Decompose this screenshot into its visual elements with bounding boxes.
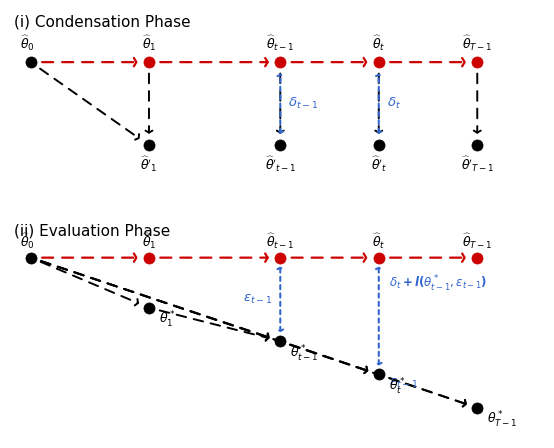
Text: $\widehat{\theta}_1$: $\widehat{\theta}_1$ xyxy=(142,34,156,53)
Text: $\widehat{\theta}_t$: $\widehat{\theta}_t$ xyxy=(372,34,386,53)
Text: $\theta^*_{t-1}$: $\theta^*_{t-1}$ xyxy=(290,344,319,363)
Text: $\widehat{\theta}_{t-1}$: $\widehat{\theta}_{t-1}$ xyxy=(266,34,295,53)
Text: $\boldsymbol{\epsilon_{t-1}}$: $\boldsymbol{\epsilon_{t-1}}$ xyxy=(388,377,418,390)
Text: $\widehat{\theta}_1$: $\widehat{\theta}_1$ xyxy=(142,232,156,251)
Text: $\theta^*_t$: $\theta^*_t$ xyxy=(388,377,405,397)
Text: $\widehat{\theta}'_1$: $\widehat{\theta}'_1$ xyxy=(140,155,158,174)
Text: $\boldsymbol{\delta_{t-1}}$: $\boldsymbol{\delta_{t-1}}$ xyxy=(288,96,319,111)
Text: $\boldsymbol{\delta_t}$: $\boldsymbol{\delta_t}$ xyxy=(387,96,401,111)
Text: $\widehat{\theta}'_{t-1}$: $\widehat{\theta}'_{t-1}$ xyxy=(264,155,296,174)
Text: (ii) Evaluation Phase: (ii) Evaluation Phase xyxy=(14,224,171,238)
Text: $\widehat{\theta}_0$: $\widehat{\theta}_0$ xyxy=(20,34,35,53)
Text: (i) Condensation Phase: (i) Condensation Phase xyxy=(14,14,191,29)
Text: $\widehat{\theta}'_{T-1}$: $\widehat{\theta}'_{T-1}$ xyxy=(460,155,494,174)
Text: $\boldsymbol{\delta_t + l(\theta^*_{t-1}, \epsilon_{t-1})}$: $\boldsymbol{\delta_t + l(\theta^*_{t-1}… xyxy=(388,274,487,294)
Text: $\widehat{\theta}_{T-1}$: $\widehat{\theta}_{T-1}$ xyxy=(462,34,493,53)
Text: $\theta^*_1$: $\theta^*_1$ xyxy=(159,310,176,330)
Text: $\widehat{\theta}_{t-1}$: $\widehat{\theta}_{t-1}$ xyxy=(266,232,295,251)
Text: $\theta^*_{T-1}$: $\theta^*_{T-1}$ xyxy=(487,410,517,430)
Text: $\widehat{\theta}_t$: $\widehat{\theta}_t$ xyxy=(372,232,386,251)
Text: $\widehat{\theta}'_t$: $\widehat{\theta}'_t$ xyxy=(371,155,387,174)
Text: $\widehat{\theta}_{T-1}$: $\widehat{\theta}_{T-1}$ xyxy=(462,232,493,251)
Text: $\widehat{\theta}_0$: $\widehat{\theta}_0$ xyxy=(20,232,35,251)
Text: $\boldsymbol{\epsilon_{t-1}}$: $\boldsymbol{\epsilon_{t-1}}$ xyxy=(243,293,273,306)
